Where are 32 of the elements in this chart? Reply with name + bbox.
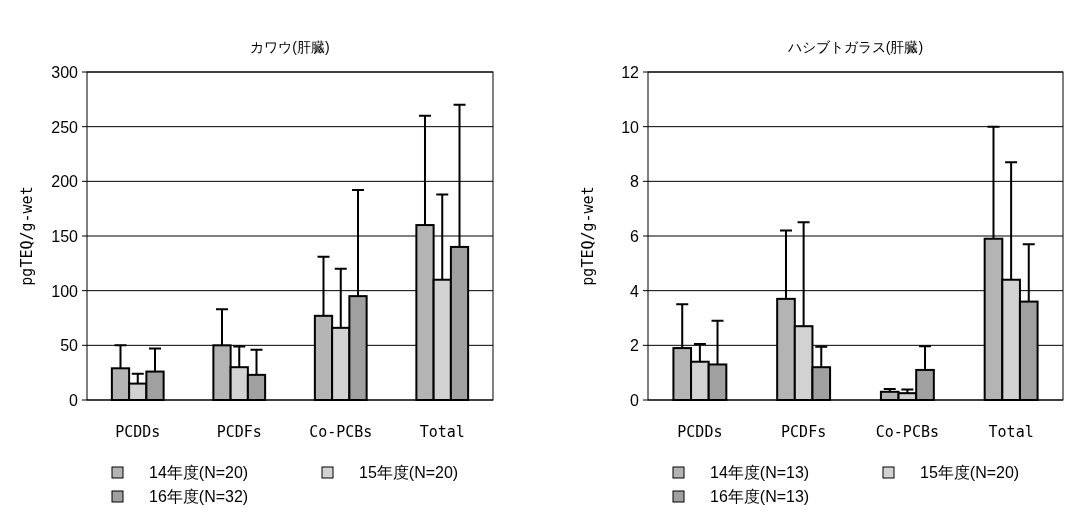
x-tick-label: Total: [988, 423, 1034, 441]
x-tick-label: PCDDs: [677, 423, 723, 441]
chart-title: カワウ(肝臓): [250, 39, 330, 55]
y-tick-label: 2: [630, 337, 640, 355]
chart-title: ハシブトガラス(肝臓): [786, 39, 924, 55]
x-tick-label: PCDFs: [781, 423, 827, 441]
y-tick-label: 4: [630, 282, 640, 300]
legend-label: 16年度(N=13): [710, 488, 810, 505]
y-axis-title: pgTEQ/g-wet: [579, 186, 597, 286]
legend-label: 14年度(N=13): [710, 464, 810, 481]
y-tick-label: 300: [51, 64, 79, 81]
y-tick-label: 150: [51, 228, 79, 245]
y-tick-label: 12: [621, 64, 640, 81]
y-tick-label: 100: [51, 282, 79, 300]
y-tick-label: 6: [630, 228, 640, 245]
x-tick-label: PCDDs: [115, 423, 161, 441]
legend-label: 15年度(N=20): [920, 464, 1020, 481]
y-tick-label: 200: [51, 173, 79, 191]
y-tick-label: 0: [69, 392, 79, 409]
x-tick-label: Co-PCBs: [875, 423, 939, 441]
y-tick-label: 8: [630, 173, 640, 191]
y-tick-label: 50: [60, 337, 79, 355]
legend-label: 14年度(N=20): [149, 464, 249, 481]
x-tick-label: PCDFs: [216, 423, 262, 441]
y-tick-label: 10: [621, 118, 640, 136]
x-tick-label: Co-PCBs: [309, 423, 373, 441]
legend-label: 15年度(N=20): [359, 464, 459, 481]
x-tick-label: Total: [419, 423, 465, 441]
y-tick-label: 0: [630, 392, 640, 409]
legend-label: 16年度(N=32): [149, 488, 249, 505]
y-tick-label: 250: [51, 118, 79, 136]
y-axis-title: pgTEQ/g-wet: [18, 186, 36, 286]
